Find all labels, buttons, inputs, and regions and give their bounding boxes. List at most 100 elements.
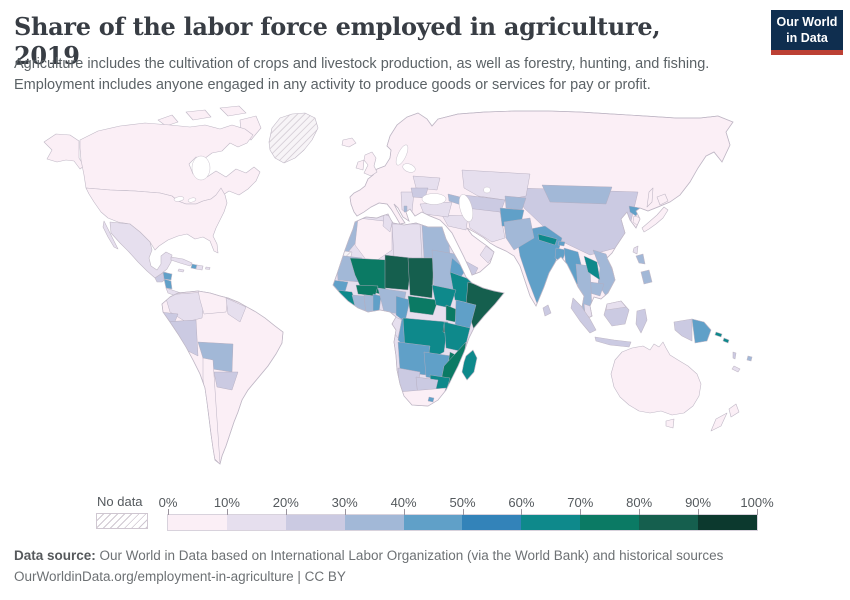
legend-tick-label: 80%	[626, 495, 653, 510]
region-mexico-baja[interactable]	[102, 220, 119, 250]
legend-tick-mark	[403, 509, 405, 515]
region-albania[interactable]	[403, 205, 408, 213]
region-new-zealand-south[interactable]	[710, 412, 728, 432]
region-madagascar[interactable]	[461, 349, 478, 381]
region-vanuatu[interactable]	[732, 351, 737, 360]
sea-hudson-bay	[191, 155, 211, 181]
region-lesotho[interactable]	[427, 396, 435, 403]
region-borneo-malaysia[interactable]	[605, 300, 627, 311]
legend-tick-mark	[521, 509, 523, 515]
region-alaska[interactable]	[43, 133, 85, 170]
region-china[interactable]	[517, 187, 639, 256]
region-paraguay[interactable]	[213, 371, 239, 391]
owid-logo-red-bar	[771, 50, 843, 56]
legend-band-5	[462, 515, 522, 530]
region-iran[interactable]	[465, 207, 506, 243]
region-laos[interactable]	[583, 255, 601, 281]
region-solomon-islands-2[interactable]	[722, 337, 730, 344]
legend-tick-label: 90%	[685, 495, 712, 510]
legend-band-0	[168, 515, 227, 530]
region-nepal[interactable]	[537, 233, 558, 246]
legend-band-3	[344, 515, 404, 530]
legend-tick-label: 10%	[213, 495, 240, 510]
region-new-caledonia[interactable]	[731, 365, 741, 373]
legend-band-2	[285, 515, 345, 530]
region-libya[interactable]	[391, 223, 423, 259]
region-iraq-syria[interactable]	[441, 214, 469, 231]
region-canada-arctic-island-2[interactable]	[185, 109, 212, 121]
subtitle-line-1: Agriculture includes the cultivation of …	[14, 56, 710, 72]
legend-tick-label: 100%	[740, 495, 774, 510]
region-canada-arctic-island-3[interactable]	[219, 105, 247, 117]
region-ireland[interactable]	[355, 159, 365, 171]
region-ukraine[interactable]	[412, 175, 441, 191]
region-bhutan[interactable]	[557, 240, 566, 247]
legend-tick-mark	[698, 509, 700, 515]
region-honduras[interactable]	[162, 271, 173, 281]
region-mexico[interactable]	[109, 221, 173, 279]
region-cuba[interactable]	[170, 256, 193, 267]
owid-logo-line-2: in Data	[786, 30, 828, 45]
sea-baltic	[395, 144, 409, 166]
africa-countries	[333, 214, 504, 406]
region-philippines-luzon[interactable]	[635, 253, 646, 265]
region-papua-new-guinea[interactable]	[691, 318, 712, 344]
region-mongolia[interactable]	[541, 184, 613, 205]
lake-erie-ontario	[187, 197, 197, 203]
region-sakhalin[interactable]	[646, 187, 654, 208]
region-solomon-islands-1[interactable]	[714, 331, 723, 338]
region-indonesia-west-papua[interactable]	[673, 318, 693, 342]
region-guyanas[interactable]	[225, 297, 247, 323]
region-nicaragua[interactable]	[163, 278, 173, 290]
region-dominican-republic[interactable]	[195, 264, 204, 271]
legend-no-data-swatch	[96, 513, 148, 529]
legend-no-data-label: No data	[97, 494, 143, 509]
region-new-zealand-north[interactable]	[728, 403, 740, 418]
subtitle-line-2: Employment includes anyone engaged in an…	[14, 77, 651, 94]
legend-tick-label: 20%	[272, 495, 299, 510]
region-japan-hokkaido[interactable]	[656, 193, 669, 206]
region-sri-lanka[interactable]	[542, 304, 552, 317]
legend-tick-mark	[462, 509, 464, 515]
north-america-group	[43, 105, 262, 299]
region-kyrgyzstan-tajikistan[interactable]	[504, 195, 527, 211]
region-indonesia-sulawesi[interactable]	[635, 308, 648, 334]
region-japan-honshu[interactable]	[641, 206, 669, 233]
sea-aral	[483, 186, 491, 194]
owid-logo[interactable]: Our World in Data	[771, 10, 843, 56]
region-puerto-rico[interactable]	[205, 266, 211, 270]
region-united-kingdom[interactable]	[363, 151, 378, 177]
region-fiji[interactable]	[746, 355, 753, 362]
region-jamaica[interactable]	[177, 268, 185, 273]
data-source-line: Data source: Our World in Data based on …	[14, 546, 834, 567]
legend-tick-label: 0%	[158, 495, 178, 510]
region-balkans[interactable]	[400, 191, 415, 213]
region-niger[interactable]	[384, 254, 413, 291]
region-philippines-mindanao[interactable]	[640, 269, 653, 285]
legend-color-scale: 0% 10% 20% 30% 40% 50% 60% 70% 80% 90% 100%	[159, 494, 774, 534]
legend-tick-label: 30%	[331, 495, 358, 510]
region-indonesia-sumatra[interactable]	[570, 297, 597, 334]
legend-tick-mark	[226, 509, 228, 515]
sea-baltic-south	[402, 163, 416, 173]
footer-link-line[interactable]: OurWorldinData.org/employment-in-agricul…	[14, 568, 346, 584]
region-australia[interactable]	[610, 341, 702, 416]
region-central-african-republic[interactable]	[407, 295, 439, 316]
region-taiwan[interactable]	[632, 245, 639, 255]
region-greenland[interactable]	[268, 112, 319, 164]
legend-tick-mark	[344, 509, 346, 515]
region-iceland[interactable]	[341, 137, 357, 148]
inland-seas	[173, 144, 491, 222]
data-source-text: Our World in Data based on International…	[95, 548, 724, 563]
legend-band-6	[521, 515, 581, 530]
region-pakistan[interactable]	[503, 217, 535, 251]
region-chad[interactable]	[407, 257, 435, 299]
region-australia-tasmania[interactable]	[665, 418, 675, 429]
region-indonesia-java[interactable]	[594, 336, 632, 348]
region-canada-arctic-island-1[interactable]	[157, 114, 179, 127]
owid-logo-line-1: Our World	[776, 15, 838, 29]
legend-tick-mark	[580, 509, 582, 515]
legend-color-bands	[167, 514, 758, 531]
region-uganda[interactable]	[445, 304, 459, 323]
